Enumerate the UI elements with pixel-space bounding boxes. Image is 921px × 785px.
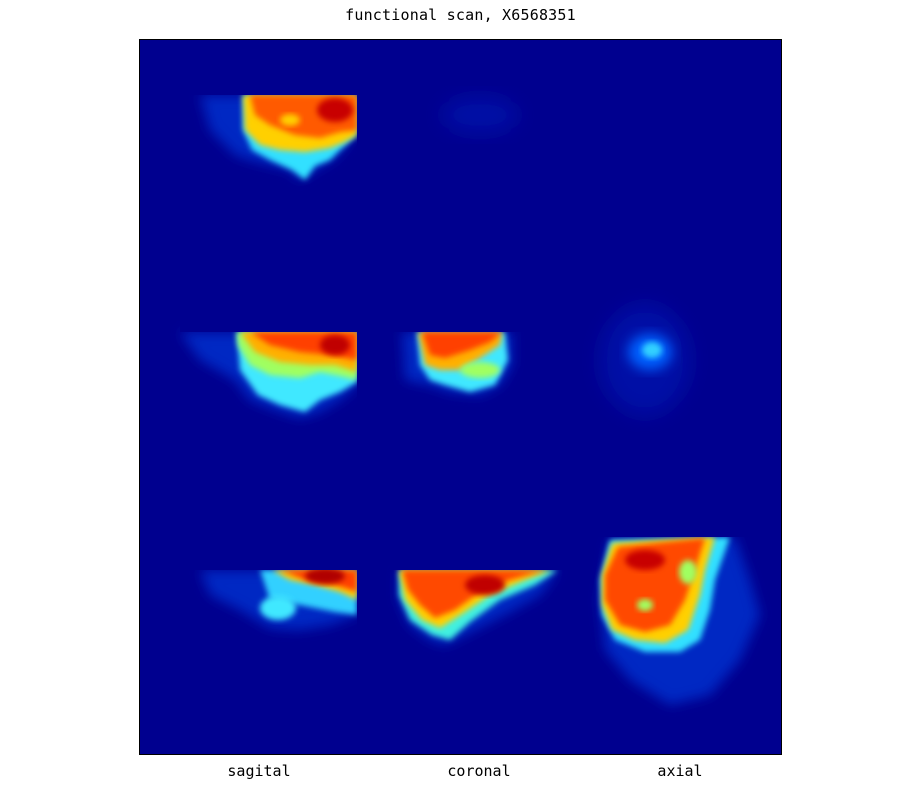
slice-row2-coronal (390, 310, 530, 395)
column-label-sagital: sagital (227, 762, 291, 780)
slice-row3-coronal (390, 545, 570, 645)
slice-row2-sagital (180, 310, 387, 432)
slice-row1-sagital (180, 80, 387, 185)
slice-row3-sagital (190, 545, 390, 650)
column-label-axial: axial (657, 762, 703, 780)
slice-row3-axial (580, 520, 780, 705)
slice-row2-axial (600, 305, 690, 415)
slice-row1-coronal (442, 97, 518, 133)
scan-montage (180, 80, 780, 705)
figure-title: functional scan, X6568351 (345, 6, 576, 24)
scan-montage-panel (139, 39, 782, 755)
column-label-coronal: coronal (447, 762, 511, 780)
